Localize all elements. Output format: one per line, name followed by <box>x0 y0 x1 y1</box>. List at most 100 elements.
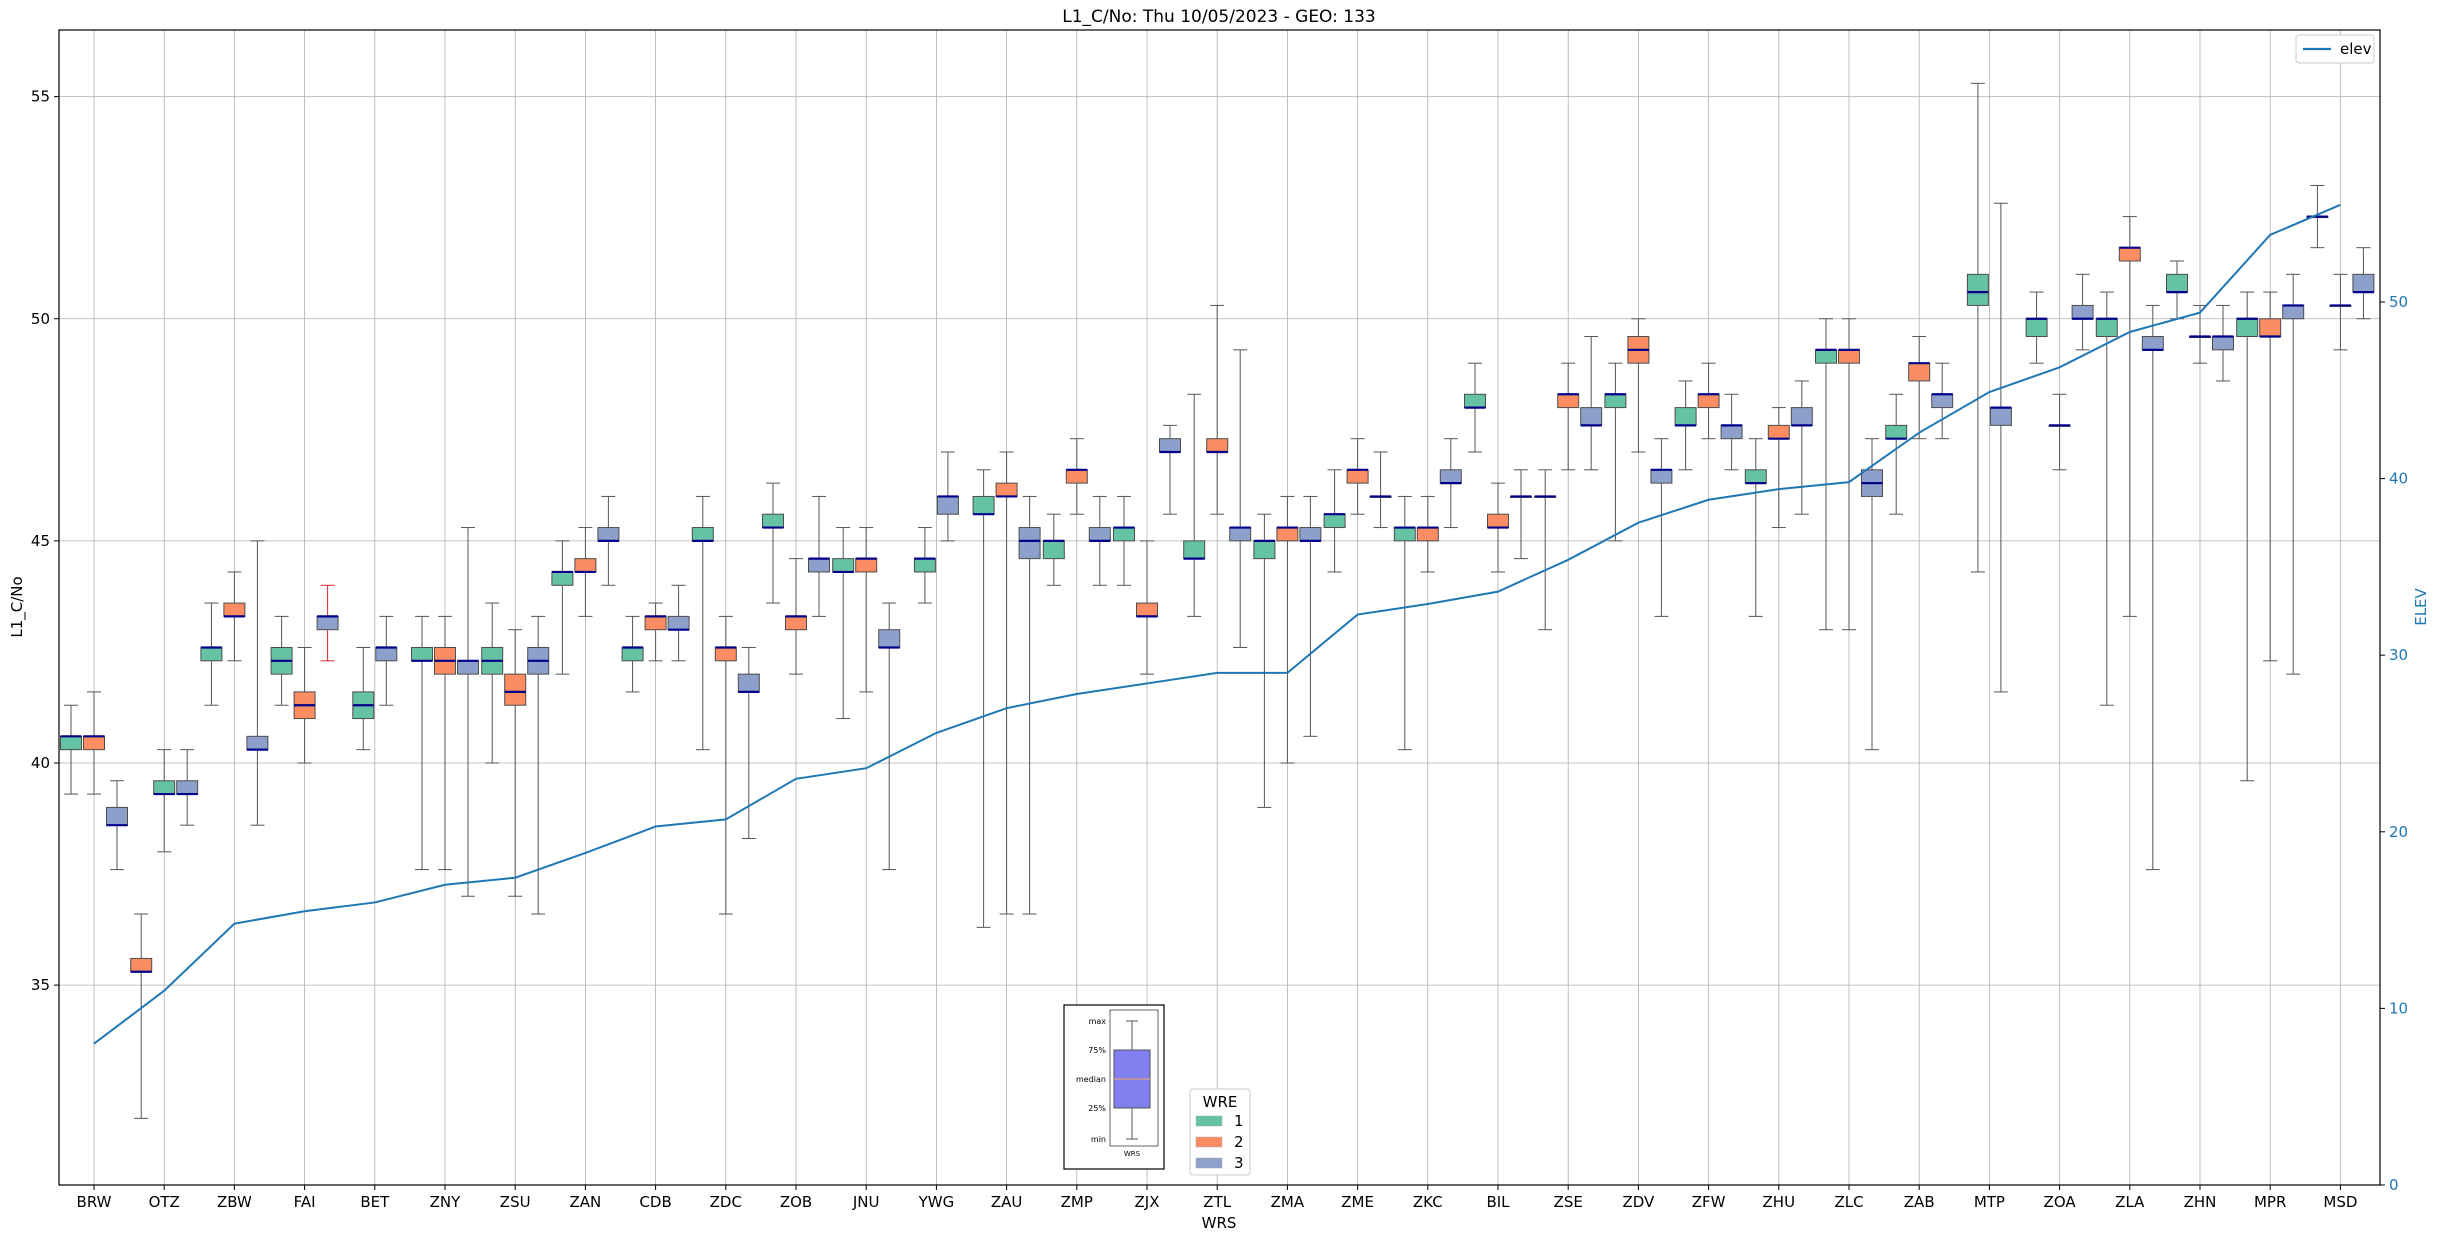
x-tick-label: FAI <box>294 1193 316 1211</box>
box-body <box>1487 513 1509 529</box>
x-tick-label: ZMA <box>1271 1193 1305 1211</box>
box-zma-wre1 <box>1253 513 1276 808</box>
x-tick-label: ZSE <box>1554 1193 1583 1211</box>
wre-legend-swatch-3 <box>1195 1157 1223 1169</box>
box-body <box>2141 336 2164 351</box>
x-tick-label: ZAN <box>570 1193 602 1211</box>
x-tick-label: ZFW <box>1692 1193 1726 1211</box>
wre-legend-frame <box>1189 1088 1251 1176</box>
box-bil-wre3 <box>1510 469 1532 560</box>
box-jnu-wre2 <box>855 527 878 693</box>
chart-title: L1_C/No: Thu 10/05/2023 - GEO: 133 <box>1062 7 1375 27</box>
y-right-tick-label: 20 <box>2389 823 2408 841</box>
box-body <box>1206 438 1229 453</box>
box-zan-wre3 <box>597 495 620 586</box>
inset-label-max: max <box>1089 1017 1107 1026</box>
box-zsu-wre2 <box>504 629 527 897</box>
box-body <box>1650 469 1673 484</box>
box-body <box>153 780 176 795</box>
box-zau-wre2 <box>995 451 1018 915</box>
box-fai-wre1 <box>270 615 293 706</box>
box-zme-wre2 <box>1346 438 1369 515</box>
box-body <box>1229 527 1252 542</box>
box-body <box>1346 469 1369 484</box>
wre-legend-swatch-1 <box>1195 1115 1223 1127</box>
box-body <box>597 527 620 542</box>
box-zjx-wre3 <box>1159 424 1181 515</box>
x-tick-label: ZLA <box>2115 1193 2145 1211</box>
y-axis-title: L1_C/No <box>8 576 27 637</box>
x-tick-label: MPR <box>2254 1193 2286 1211</box>
y-right-tick-label: 30 <box>2389 646 2408 664</box>
box-body <box>667 615 690 631</box>
box-zme-wre3 <box>1369 451 1392 529</box>
box-bet-wre3 <box>375 615 398 706</box>
box-body <box>2236 318 2259 338</box>
box-zau-wre1 <box>972 469 995 928</box>
box-body <box>1790 407 1813 426</box>
box-ztl-wre1 <box>1183 393 1206 617</box>
box-body <box>1393 527 1416 542</box>
box-body <box>1042 540 1065 560</box>
box-body <box>737 673 760 693</box>
grid-layer <box>59 30 2380 1185</box>
box-zhu-wre1 <box>1744 438 1767 617</box>
box-body <box>1767 424 1790 440</box>
box-jnu-wre1 <box>832 527 855 720</box>
box-body <box>1183 540 1206 560</box>
y-tick-label: 40 <box>31 754 50 772</box>
wre-legend[interactable]: WRE 1 2 3 <box>1189 1088 1251 1176</box>
box-body <box>1253 540 1276 560</box>
box-zny-wre2 <box>434 615 456 871</box>
y-tick-label: 45 <box>31 532 50 550</box>
y-right-tick-label: 40 <box>2389 470 2408 488</box>
box-mpr-wre3 <box>2282 273 2305 675</box>
inset-xlabel: WRS <box>1124 1150 1141 1158</box>
box-zdv-wre3 <box>1650 438 1673 617</box>
box-body <box>1908 362 1931 382</box>
x-tick-label: ZDC <box>710 1193 742 1211</box>
box-body <box>2025 318 2048 338</box>
box-zfw-wre2 <box>1697 362 1720 440</box>
box-body <box>2118 247 2141 262</box>
box-ztl-wre2 <box>1206 304 1229 515</box>
box-zmp-wre2 <box>1065 438 1088 515</box>
y-right-tick-label: 0 <box>2389 1176 2399 1194</box>
box-body <box>1580 407 1603 426</box>
elev-line-layer <box>93 203 2341 1045</box>
box-msd-wre3 <box>2352 247 2375 320</box>
wre-legend-swatch-2 <box>1195 1136 1223 1148</box>
box-body <box>2212 336 2234 351</box>
box-zob-wre3 <box>808 495 830 617</box>
box-zoa-wre1 <box>2025 291 2048 364</box>
box-body <box>223 602 246 617</box>
box-zjx-wre1 <box>1113 495 1135 586</box>
box-zbw-wre3 <box>246 540 269 826</box>
box-body <box>200 646 223 662</box>
box-mtp-wre3 <box>1989 202 2012 693</box>
box-body <box>1276 527 1299 542</box>
box-cdb-wre1 <box>621 615 644 693</box>
box-zan-wre2 <box>574 527 597 617</box>
inset-label-median: median <box>1076 1075 1106 1084</box>
box-zab-wre2 <box>1908 336 1931 440</box>
box-ywg-wre3 <box>936 451 959 542</box>
box-body <box>691 527 714 542</box>
elev-legend[interactable]: elev <box>2295 34 2375 64</box>
box-body <box>1744 469 1767 484</box>
box-body <box>972 495 995 515</box>
box-body <box>1323 513 1346 529</box>
x-tick-label: ZDV <box>1622 1193 1655 1211</box>
box-body <box>1299 527 1322 542</box>
x-tick-label: ZNY <box>430 1193 461 1211</box>
x-tick-label: MSD <box>2323 1193 2357 1211</box>
box-body <box>995 482 1018 497</box>
box-body <box>1088 527 1111 542</box>
box-body <box>2071 304 2094 320</box>
box-zma-wre3 <box>1299 495 1322 737</box>
box-body <box>2259 318 2282 338</box>
box-body <box>936 495 959 515</box>
box-zdc-wre3 <box>737 646 760 839</box>
box-explanation-inset: max 75% median 25% min WRS <box>1063 1004 1165 1170</box>
box-body <box>2352 273 2375 293</box>
